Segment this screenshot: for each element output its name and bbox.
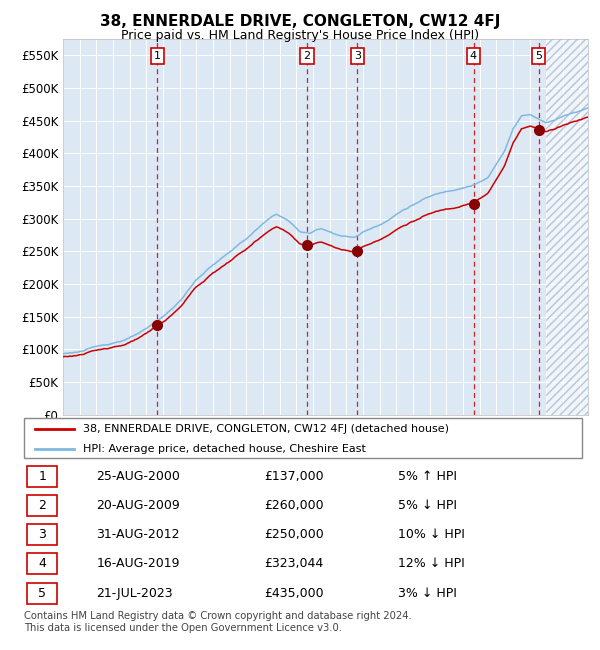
Text: 3: 3 (354, 51, 361, 61)
FancyBboxPatch shape (27, 553, 58, 575)
Text: £260,000: £260,000 (264, 499, 323, 512)
Text: 4: 4 (470, 51, 477, 61)
Text: 5: 5 (38, 586, 46, 599)
Text: Price paid vs. HM Land Registry's House Price Index (HPI): Price paid vs. HM Land Registry's House … (121, 29, 479, 42)
Text: 21-JUL-2023: 21-JUL-2023 (97, 586, 173, 599)
Text: Contains HM Land Registry data © Crown copyright and database right 2024.
This d: Contains HM Land Registry data © Crown c… (24, 611, 412, 632)
Text: HPI: Average price, detached house, Cheshire East: HPI: Average price, detached house, Ches… (83, 445, 365, 454)
Text: 5: 5 (535, 51, 542, 61)
Text: 3% ↓ HPI: 3% ↓ HPI (398, 586, 457, 599)
Text: 20-AUG-2009: 20-AUG-2009 (97, 499, 180, 512)
Text: 10% ↓ HPI: 10% ↓ HPI (398, 528, 465, 541)
Text: 16-AUG-2019: 16-AUG-2019 (97, 558, 180, 571)
FancyBboxPatch shape (24, 418, 582, 458)
Bar (547, 39, 588, 415)
Text: 1: 1 (154, 51, 161, 61)
FancyBboxPatch shape (27, 524, 58, 545)
Text: 38, ENNERDALE DRIVE, CONGLETON, CW12 4FJ: 38, ENNERDALE DRIVE, CONGLETON, CW12 4FJ (100, 14, 500, 29)
Text: 38, ENNERDALE DRIVE, CONGLETON, CW12 4FJ (detached house): 38, ENNERDALE DRIVE, CONGLETON, CW12 4FJ… (83, 424, 449, 434)
Text: £323,044: £323,044 (264, 558, 323, 571)
Text: 1: 1 (38, 469, 46, 482)
Text: 25-AUG-2000: 25-AUG-2000 (97, 469, 181, 482)
Text: £250,000: £250,000 (264, 528, 323, 541)
FancyBboxPatch shape (27, 582, 58, 604)
Text: 5% ↑ HPI: 5% ↑ HPI (398, 469, 457, 482)
Text: 2: 2 (304, 51, 311, 61)
Text: 31-AUG-2012: 31-AUG-2012 (97, 528, 180, 541)
Text: £137,000: £137,000 (264, 469, 323, 482)
Text: 4: 4 (38, 558, 46, 571)
Text: 2: 2 (38, 499, 46, 512)
FancyBboxPatch shape (27, 495, 58, 516)
Text: 12% ↓ HPI: 12% ↓ HPI (398, 558, 464, 571)
FancyBboxPatch shape (27, 465, 58, 487)
Text: 3: 3 (38, 528, 46, 541)
Text: 5% ↓ HPI: 5% ↓ HPI (398, 499, 457, 512)
Text: £435,000: £435,000 (264, 586, 323, 599)
